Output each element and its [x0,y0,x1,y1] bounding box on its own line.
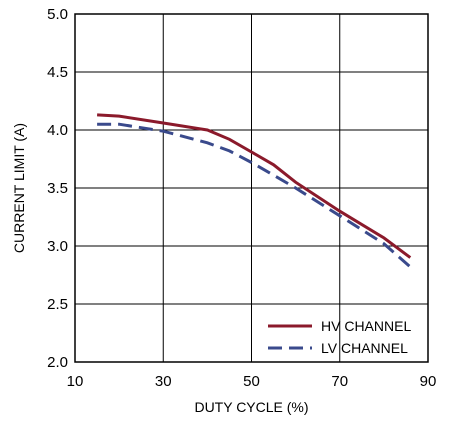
y-tick-label: 5.0 [47,6,68,23]
x-axis-ticks: 10 30 50 70 90 [67,373,437,390]
y-tick-label: 3.5 [47,180,68,197]
series-line-hv [97,113,412,259]
y-tick-label: 3.0 [47,238,68,255]
y-tick-label: 2.5 [47,296,68,313]
series-line-lv [97,122,412,269]
legend-label: HV CHANNEL [321,318,411,334]
x-tick-label: 30 [155,373,172,390]
y-tick-label: 4.0 [47,122,68,139]
x-axis-label: DUTY CYCLE (%) [194,399,308,415]
x-tick-label: 50 [243,373,260,390]
y-tick-label: 4.5 [47,64,68,81]
legend-label: LV CHANNEL [321,340,408,356]
y-axis-ticks: 2.0 2.5 3.0 3.5 4.0 4.5 5.0 [47,6,68,371]
plot-frame [74,13,429,363]
series-layer [97,113,412,269]
x-tick-label: 10 [67,373,84,390]
legend: HV CHANNEL LV CHANNEL [268,318,411,356]
y-tick-label: 2.0 [47,354,68,371]
x-tick-label: 70 [331,373,348,390]
grid [75,14,428,362]
y-axis-label: CURRENT LIMIT (A) [11,123,27,253]
x-tick-label: 90 [420,373,437,390]
